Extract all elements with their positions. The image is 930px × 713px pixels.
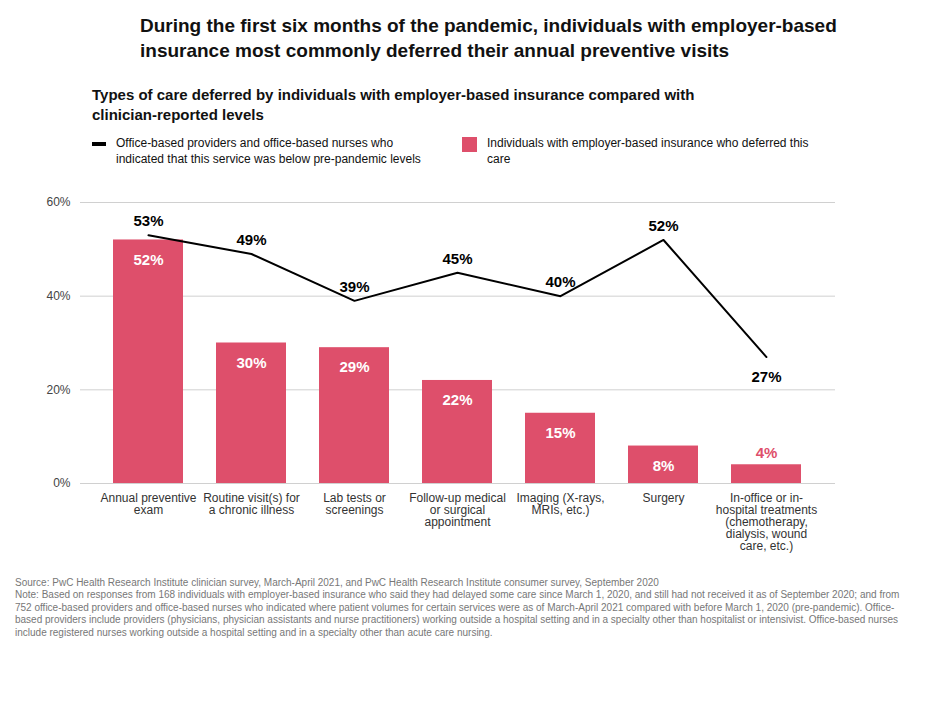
svg-text:60%: 60% xyxy=(46,195,70,209)
svg-text:Routine visit(s) fora chronic: Routine visit(s) fora chronic illness xyxy=(203,491,300,517)
svg-text:In-office or in-hospital treat: In-office or in-hospital treatments(chem… xyxy=(716,491,817,553)
svg-text:Annual preventiveexam: Annual preventiveexam xyxy=(100,491,196,517)
svg-text:49%: 49% xyxy=(236,230,266,247)
svg-text:Lab tests orscreenings: Lab tests orscreenings xyxy=(323,491,386,517)
svg-text:Surgery: Surgery xyxy=(642,491,684,505)
html-text:Source: PwC Health Research In: Source: PwC Health Research Institute cl… xyxy=(15,576,659,588)
svg-text:0%: 0% xyxy=(53,476,71,490)
html-text:Office-based providers and off: Office-based providers and office-based … xyxy=(116,136,421,166)
svg-text:Follow-up medicalor surgicalap: Follow-up medicalor surgicalappointment xyxy=(409,491,506,529)
svg-text:45%: 45% xyxy=(442,249,472,266)
svg-text:27%: 27% xyxy=(751,367,781,384)
svg-text:Imaging (X-rays,MRIs, etc.): Imaging (X-rays,MRIs, etc.) xyxy=(516,491,604,517)
svg-text:8%: 8% xyxy=(653,456,675,473)
svg-text:29%: 29% xyxy=(339,358,369,375)
html-text:Types of care deferred by indi: Types of care deferred by individuals wi… xyxy=(92,86,695,123)
svg-text:22%: 22% xyxy=(442,391,472,408)
svg-text:52%: 52% xyxy=(133,250,163,267)
svg-text:40%: 40% xyxy=(545,273,575,290)
html-text:Note: Based on responses from: Note: Based on responses from 168 indivi… xyxy=(15,589,900,638)
svg-text:52%: 52% xyxy=(648,216,678,233)
svg-text:30%: 30% xyxy=(236,353,266,370)
html-text:During the first six months of: During the first six months of the pande… xyxy=(140,15,837,61)
svg-text:20%: 20% xyxy=(46,382,70,396)
html-text:Individuals with employer-base: Individuals with employer-based insuranc… xyxy=(487,136,809,166)
svg-text:4%: 4% xyxy=(756,443,778,460)
svg-text:39%: 39% xyxy=(339,277,369,294)
svg-text:53%: 53% xyxy=(133,212,163,229)
svg-text:15%: 15% xyxy=(545,424,575,441)
svg-text:40%: 40% xyxy=(46,289,70,303)
